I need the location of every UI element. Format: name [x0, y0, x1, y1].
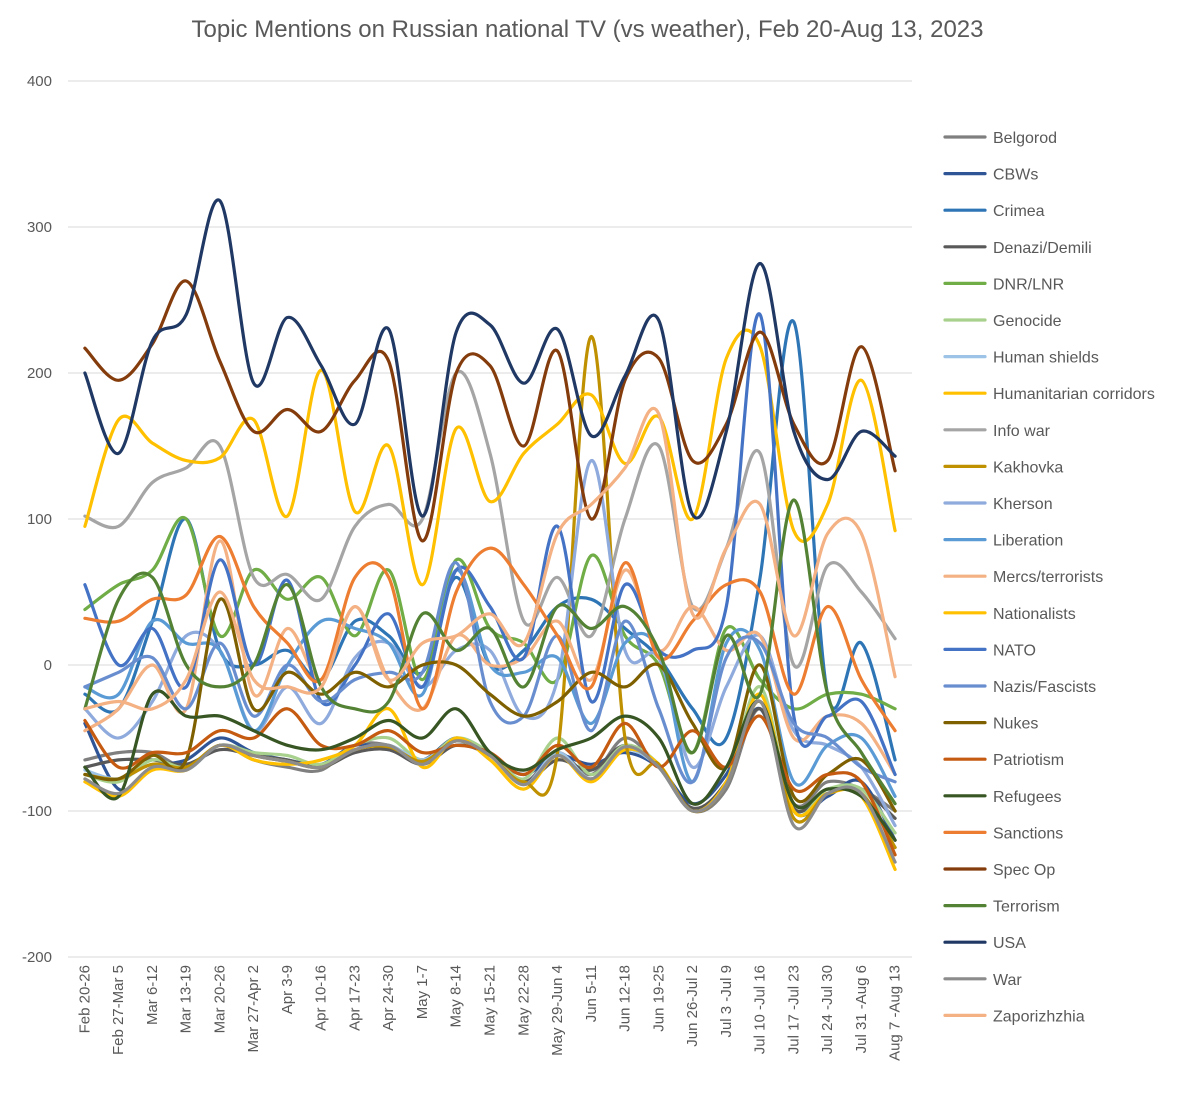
series-line-spec-op [83, 279, 897, 543]
x-tick-label: Jun 19-25 [650, 965, 667, 1032]
x-tick-label: Jul 31 -Aug 6 [853, 965, 870, 1053]
x-tick-label: Jun 5-11 [583, 965, 600, 1022]
x-tick-label: Apr 3-9 [279, 965, 296, 1014]
legend-label-denazi-demili: Denazi/Demili [993, 240, 1092, 257]
x-tick-label: Mar 6-12 [144, 965, 161, 1025]
x-tick-label: May 15-21 [482, 965, 499, 1036]
series-line-info-war [83, 369, 897, 669]
legend-label-cbws: CBWs [993, 167, 1038, 184]
legend-label-kherson: Kherson [993, 496, 1053, 513]
legend-label-humanitarian-corridors: Humanitarian corridors [993, 386, 1155, 403]
legend-label-dnr-lnr: DNR/LNR [993, 276, 1064, 293]
x-tick-label: Jun 12-18 [617, 965, 634, 1032]
series-line-nukes [83, 597, 897, 813]
legend-label-patriotism: Patriotism [993, 752, 1064, 769]
legend-label-nazis-fascists: Nazis/Fascists [993, 679, 1096, 696]
legend-label-spec-op: Spec Op [993, 862, 1055, 879]
x-axis: Feb 20-26 Feb 27-Mar 5 Mar 6-12 Mar 13-19 Ma… [76, 965, 903, 1061]
legend-label-belgorod: Belgorod [993, 130, 1057, 147]
legend-label-mercs-terrorists: Mercs/terrorists [993, 569, 1103, 586]
x-tick-label: Mar 20-26 [211, 965, 228, 1033]
x-tick-label: May 8-14 [448, 965, 465, 1028]
y-tick-label: 400 [27, 73, 52, 90]
y-axis: -200 -100 0 100 200 300 400 [22, 73, 52, 966]
series-line-liberation [83, 568, 897, 798]
series-lines [83, 198, 897, 871]
legend-label-crimea: Crimea [993, 203, 1045, 220]
x-tick-label: May 1-7 [414, 965, 431, 1019]
series-line-usa [83, 198, 897, 520]
y-tick-label: 0 [44, 657, 52, 674]
series-line-war [83, 699, 897, 864]
legend-label-kakhovka: Kakhovka [993, 459, 1063, 476]
legend-label-war: War [993, 972, 1022, 989]
x-tick-label: Aug 7 -Aug 13 [887, 965, 904, 1061]
series-line-nato [83, 312, 897, 777]
x-tick-label: May 22-28 [515, 965, 532, 1036]
x-tick-label: Apr 24-30 [380, 965, 397, 1031]
series-line-humanitarian-corridors [83, 692, 897, 871]
y-tick-label: -200 [22, 949, 52, 966]
legend: Belgorod CBWs Crimea Denazi/Demili DNR/LNR Ge… [943, 130, 1155, 1025]
legend-label-sanctions: Sanctions [993, 825, 1063, 842]
series-line-sanctions [83, 534, 897, 733]
legend-label-zaporizhzhia: Zaporizhzhia [993, 1008, 1085, 1025]
legend-label-nato: NATO [993, 642, 1036, 659]
legend-label-nationalists: Nationalists [993, 606, 1076, 623]
x-tick-label: Jul 10 -Jul 16 [752, 965, 769, 1054]
series-line-zaporizhzhia [83, 406, 897, 712]
legend-label-genocide: Genocide [993, 313, 1062, 330]
x-tick-label: Apr 17-23 [346, 965, 363, 1031]
x-tick-label: Mar 27-Apr 2 [245, 965, 262, 1053]
legend-label-terrorism: Terrorism [993, 899, 1060, 916]
legend-label-nukes: Nukes [993, 716, 1038, 733]
chart-title: Topic Mentions on Russian national TV (v… [191, 16, 984, 43]
x-tick-label: Feb 27-Mar 5 [110, 965, 127, 1055]
y-tick-label: 200 [27, 365, 52, 382]
x-tick-label: Jul 17 -Jul 23 [785, 965, 802, 1054]
x-tick-label: Feb 20-26 [76, 965, 93, 1033]
y-tick-label: 100 [27, 511, 52, 528]
legend-label-info-war: Info war [993, 423, 1051, 440]
legend-label-human-shields: Human shields [993, 350, 1099, 367]
x-tick-label: Jul 3 -Jul 9 [718, 965, 735, 1038]
legend-label-refugees: Refugees [993, 789, 1062, 806]
x-tick-label: Mar 13-19 [178, 965, 195, 1033]
legend-label-usa: USA [993, 935, 1026, 952]
x-tick-label: Jul 24 -Jul 30 [819, 965, 836, 1054]
series-line-terrorism [83, 498, 897, 806]
x-tick-label: Jun 26-Jul 2 [684, 965, 701, 1047]
series-line-nazis-fascists [83, 561, 897, 785]
y-tick-label: -100 [22, 803, 52, 820]
y-tick-label: 300 [27, 219, 52, 236]
x-tick-label: May 29-Jun 4 [549, 965, 566, 1056]
x-tick-label: Apr 10-16 [313, 965, 330, 1031]
legend-label-liberation: Liberation [993, 533, 1063, 550]
